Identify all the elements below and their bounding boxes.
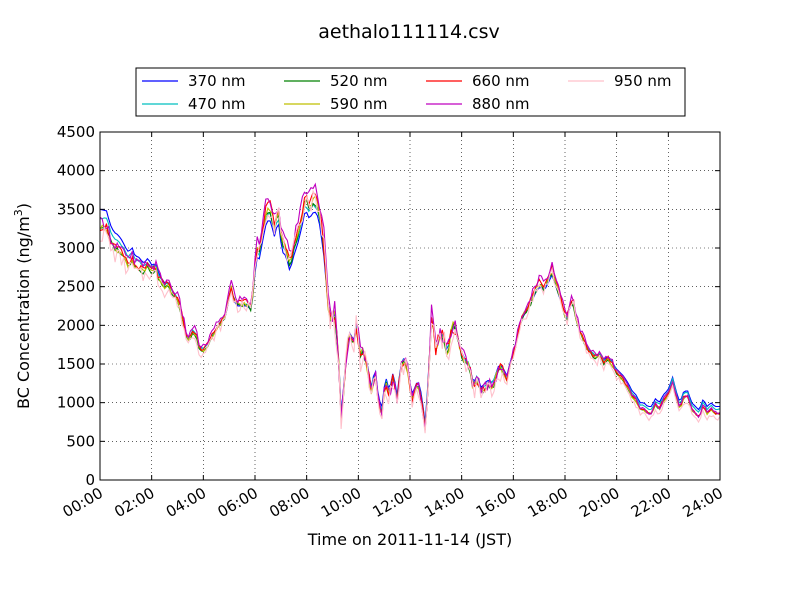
- legend-label: 520 nm: [330, 72, 388, 90]
- legend-item: 370 nm: [142, 72, 246, 90]
- x-tick-label: 06:00: [215, 484, 261, 521]
- chart-title: aethalo111114.csv: [318, 21, 500, 43]
- x-tick-label: 24:00: [680, 484, 726, 521]
- legend-item: 590 nm: [284, 95, 388, 113]
- legend-label: 590 nm: [330, 95, 388, 113]
- legend-item: 520 nm: [284, 72, 388, 90]
- legend-label: 660 nm: [472, 72, 530, 90]
- y-tick-label: 4000: [57, 162, 95, 180]
- x-tick-label: 08:00: [266, 484, 312, 521]
- legend-label: 950 nm: [614, 72, 672, 90]
- y-tick-label: 1500: [57, 355, 95, 373]
- x-tick-label: 00:00: [60, 484, 106, 521]
- grid: [100, 132, 720, 480]
- y-tick-label: 1000: [57, 394, 95, 412]
- legend-label: 470 nm: [188, 95, 246, 113]
- y-axis-label-superscript: 3: [12, 209, 25, 216]
- legend-frame: [135, 67, 686, 117]
- y-tick-label: 2000: [57, 316, 95, 334]
- series-line-520-nm: [99, 199, 720, 430]
- y-axis-label-tail: ): [14, 203, 33, 209]
- y-axis-label: BC Concentration (ng/m3): [12, 203, 33, 409]
- legend-label: 880 nm: [472, 95, 530, 113]
- x-tick-label: 04:00: [163, 484, 209, 521]
- x-tick-label: 02:00: [111, 484, 157, 521]
- series-lines: [99, 182, 720, 434]
- legend-item: 660 nm: [426, 72, 530, 90]
- x-axis-label: Time on 2011-11-14 (JST): [307, 530, 512, 549]
- x-tick-label: 10:00: [318, 484, 364, 521]
- legend-item: 950 nm: [568, 72, 672, 90]
- y-tick-label: 0: [85, 471, 95, 489]
- x-tick-label: 14:00: [421, 484, 467, 521]
- x-tick-label: 22:00: [628, 484, 674, 521]
- series-line-950-nm: [100, 189, 720, 434]
- legend-label: 370 nm: [188, 72, 246, 90]
- y-tick-label: 3500: [57, 200, 95, 218]
- legend: 370 nm 470 nm 520 nm 590 nm 660 nm 880 nm 950 …: [135, 67, 686, 117]
- x-tick-label: 20:00: [576, 484, 622, 521]
- x-tick-label: 16:00: [473, 484, 519, 521]
- plot-area: 0 500 1000 1500 2000 2500 3000 3500 4000 4500 00:0…: [57, 123, 726, 521]
- axis-ticks: 0 500 1000 1500 2000 2500 3000 3500 4000 4500 00:0…: [57, 123, 726, 521]
- x-tick-label: 18:00: [525, 484, 571, 521]
- y-tick-label: 4500: [57, 123, 95, 141]
- legend-item: 880 nm: [426, 95, 530, 113]
- y-tick-label: 500: [66, 432, 95, 450]
- y-axis-label-base: BC Concentration (ng/m: [14, 216, 33, 409]
- y-tick-label: 3000: [57, 239, 95, 257]
- x-tick-label: 12:00: [370, 484, 416, 521]
- legend-item: 470 nm: [142, 95, 246, 113]
- y-tick-label: 2500: [57, 278, 95, 296]
